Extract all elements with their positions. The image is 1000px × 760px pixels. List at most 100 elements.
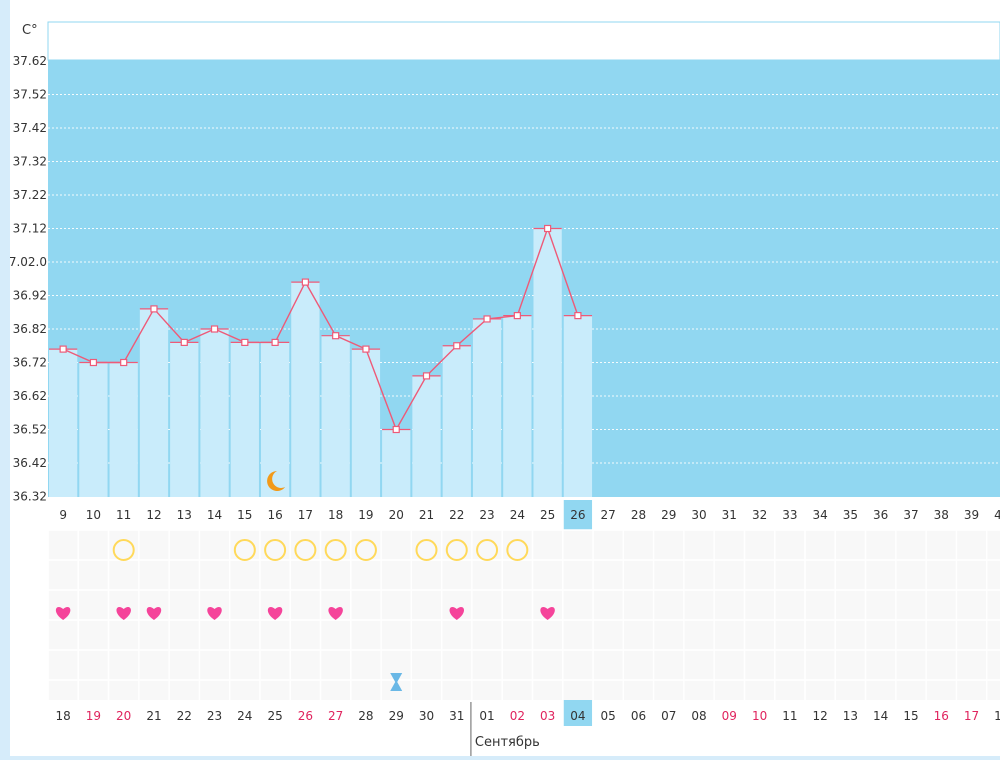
cycle-day-label: 28 (631, 508, 646, 522)
cycle-day-label: 32 (752, 508, 767, 522)
temperature-bar (563, 315, 593, 497)
cycle-day-label: 35 (843, 508, 858, 522)
calendar-date-label: 25 (267, 709, 282, 723)
y-tick-label: 37.02.0 (1, 255, 47, 269)
temperature-point (332, 332, 340, 340)
cycle-day-label: 40 (994, 508, 1000, 522)
temperature-bar (260, 342, 290, 497)
temperature-point (301, 278, 309, 286)
cycle-day-label: 11 (116, 508, 131, 522)
calendar-date-label: 28 (358, 709, 373, 723)
circle-mark (445, 539, 468, 561)
cycle-day-label: 31 (722, 508, 737, 522)
temperature-bar (139, 308, 169, 497)
cycle-day-label: 18 (328, 508, 343, 522)
cycle-day-label: 27 (601, 508, 616, 522)
temperature-point (59, 345, 67, 353)
cycle-day-label: 33 (782, 508, 797, 522)
temperature-point (392, 425, 400, 434)
temperature-point (120, 358, 128, 367)
circle-mark (354, 539, 377, 561)
hourglass-mark (390, 673, 403, 691)
temperature-point (483, 315, 491, 323)
calendar-date-label: 12 (812, 709, 827, 723)
temperature-point (574, 312, 582, 320)
temperature-bar (503, 315, 532, 497)
cycle-day-label: 17 (298, 508, 313, 522)
y-tick-label: 37.12 (13, 222, 47, 236)
calendar-date-label: 29 (389, 709, 404, 723)
temperature-point (544, 224, 552, 233)
cycle-day-label: 25 (540, 508, 555, 522)
left-frame (0, 0, 10, 756)
cycle-day-label: 16 (267, 508, 282, 522)
symptom-marks (47, 471, 1000, 711)
calendar-date-label: 19 (86, 709, 101, 723)
temperature-point (241, 338, 249, 346)
y-tick-label: 37.62 (13, 54, 47, 68)
cycle-day-label: 10 (86, 508, 101, 522)
cycle-day-label: 36 (873, 508, 888, 522)
temperature-bar (230, 342, 259, 497)
cycle-day-label: 13 (177, 508, 192, 522)
calendar-date-label: 07 (661, 709, 676, 723)
temperature-bar (321, 335, 350, 497)
calendar-date-label: 31 (449, 709, 464, 723)
y-tick-label: 37.22 (13, 188, 47, 202)
y-tick-label: 36.52 (13, 423, 47, 437)
calendar-date-label: 02 (510, 709, 525, 723)
calendar-date-label: 18 (994, 709, 1000, 723)
calendar-date-label: 26 (298, 709, 313, 723)
month-label: Сентябрь (475, 735, 540, 750)
calendar-date-label: 05 (601, 709, 616, 723)
y-tick-label: 36.82 (13, 322, 47, 336)
cycle-day-label: 14 (207, 508, 222, 522)
calendar-date-label: 30 (419, 709, 434, 723)
calendar-date-label: 03 (540, 709, 555, 723)
y-tick-label: 37.42 (13, 121, 47, 135)
calendar-date-label: 13 (843, 709, 858, 723)
heart-mark (207, 607, 222, 620)
calendar-date-label: 08 (691, 709, 706, 723)
temperature-point (513, 312, 521, 320)
temperature-point (453, 342, 461, 350)
cycle-day-label: 15 (237, 508, 252, 522)
heart-mark (146, 607, 162, 620)
calendar-date-label: 22 (177, 709, 192, 723)
cycle-day-label: 24 (510, 508, 525, 522)
y-tick-label: 36.32 (13, 490, 47, 504)
temperature-point (150, 305, 158, 313)
calendar-date-label: 10 (752, 709, 767, 723)
temperature-point (422, 372, 431, 380)
calendar-date-label: 20 (116, 709, 131, 723)
cycle-day-label: 19 (358, 508, 373, 522)
cycle-day-label: 21 (419, 508, 434, 522)
temperature-bar (382, 429, 411, 497)
temperature-point (210, 325, 219, 333)
cycle-day-label: 26 (570, 508, 585, 522)
calendar-date-label: 17 (964, 709, 979, 723)
temperature-bar (79, 362, 108, 497)
y-tick-label: 37.52 (13, 88, 47, 102)
temperature-point (180, 338, 188, 346)
temperature-point (89, 358, 98, 367)
temperature-bar (109, 362, 138, 497)
calendar-date-label: 01 (479, 709, 494, 723)
current-day-highlight (563, 500, 593, 530)
temperature-bar (200, 329, 229, 497)
cycle-day-label: 23 (479, 508, 494, 522)
marks-panel (48, 530, 1000, 700)
cycle-day-label: 30 (691, 508, 706, 522)
temperature-bar (533, 228, 562, 497)
circle-mark (476, 539, 499, 561)
moon-mark (267, 471, 286, 492)
heart-mark (55, 607, 71, 620)
calendar-date-label: 11 (782, 709, 797, 723)
temperature-bar (291, 282, 320, 497)
circle-mark (506, 539, 529, 561)
heart-mark (540, 607, 555, 620)
y-axis-unit: C° (22, 23, 38, 38)
current-date-highlight (563, 700, 593, 726)
circle-mark (324, 539, 347, 561)
